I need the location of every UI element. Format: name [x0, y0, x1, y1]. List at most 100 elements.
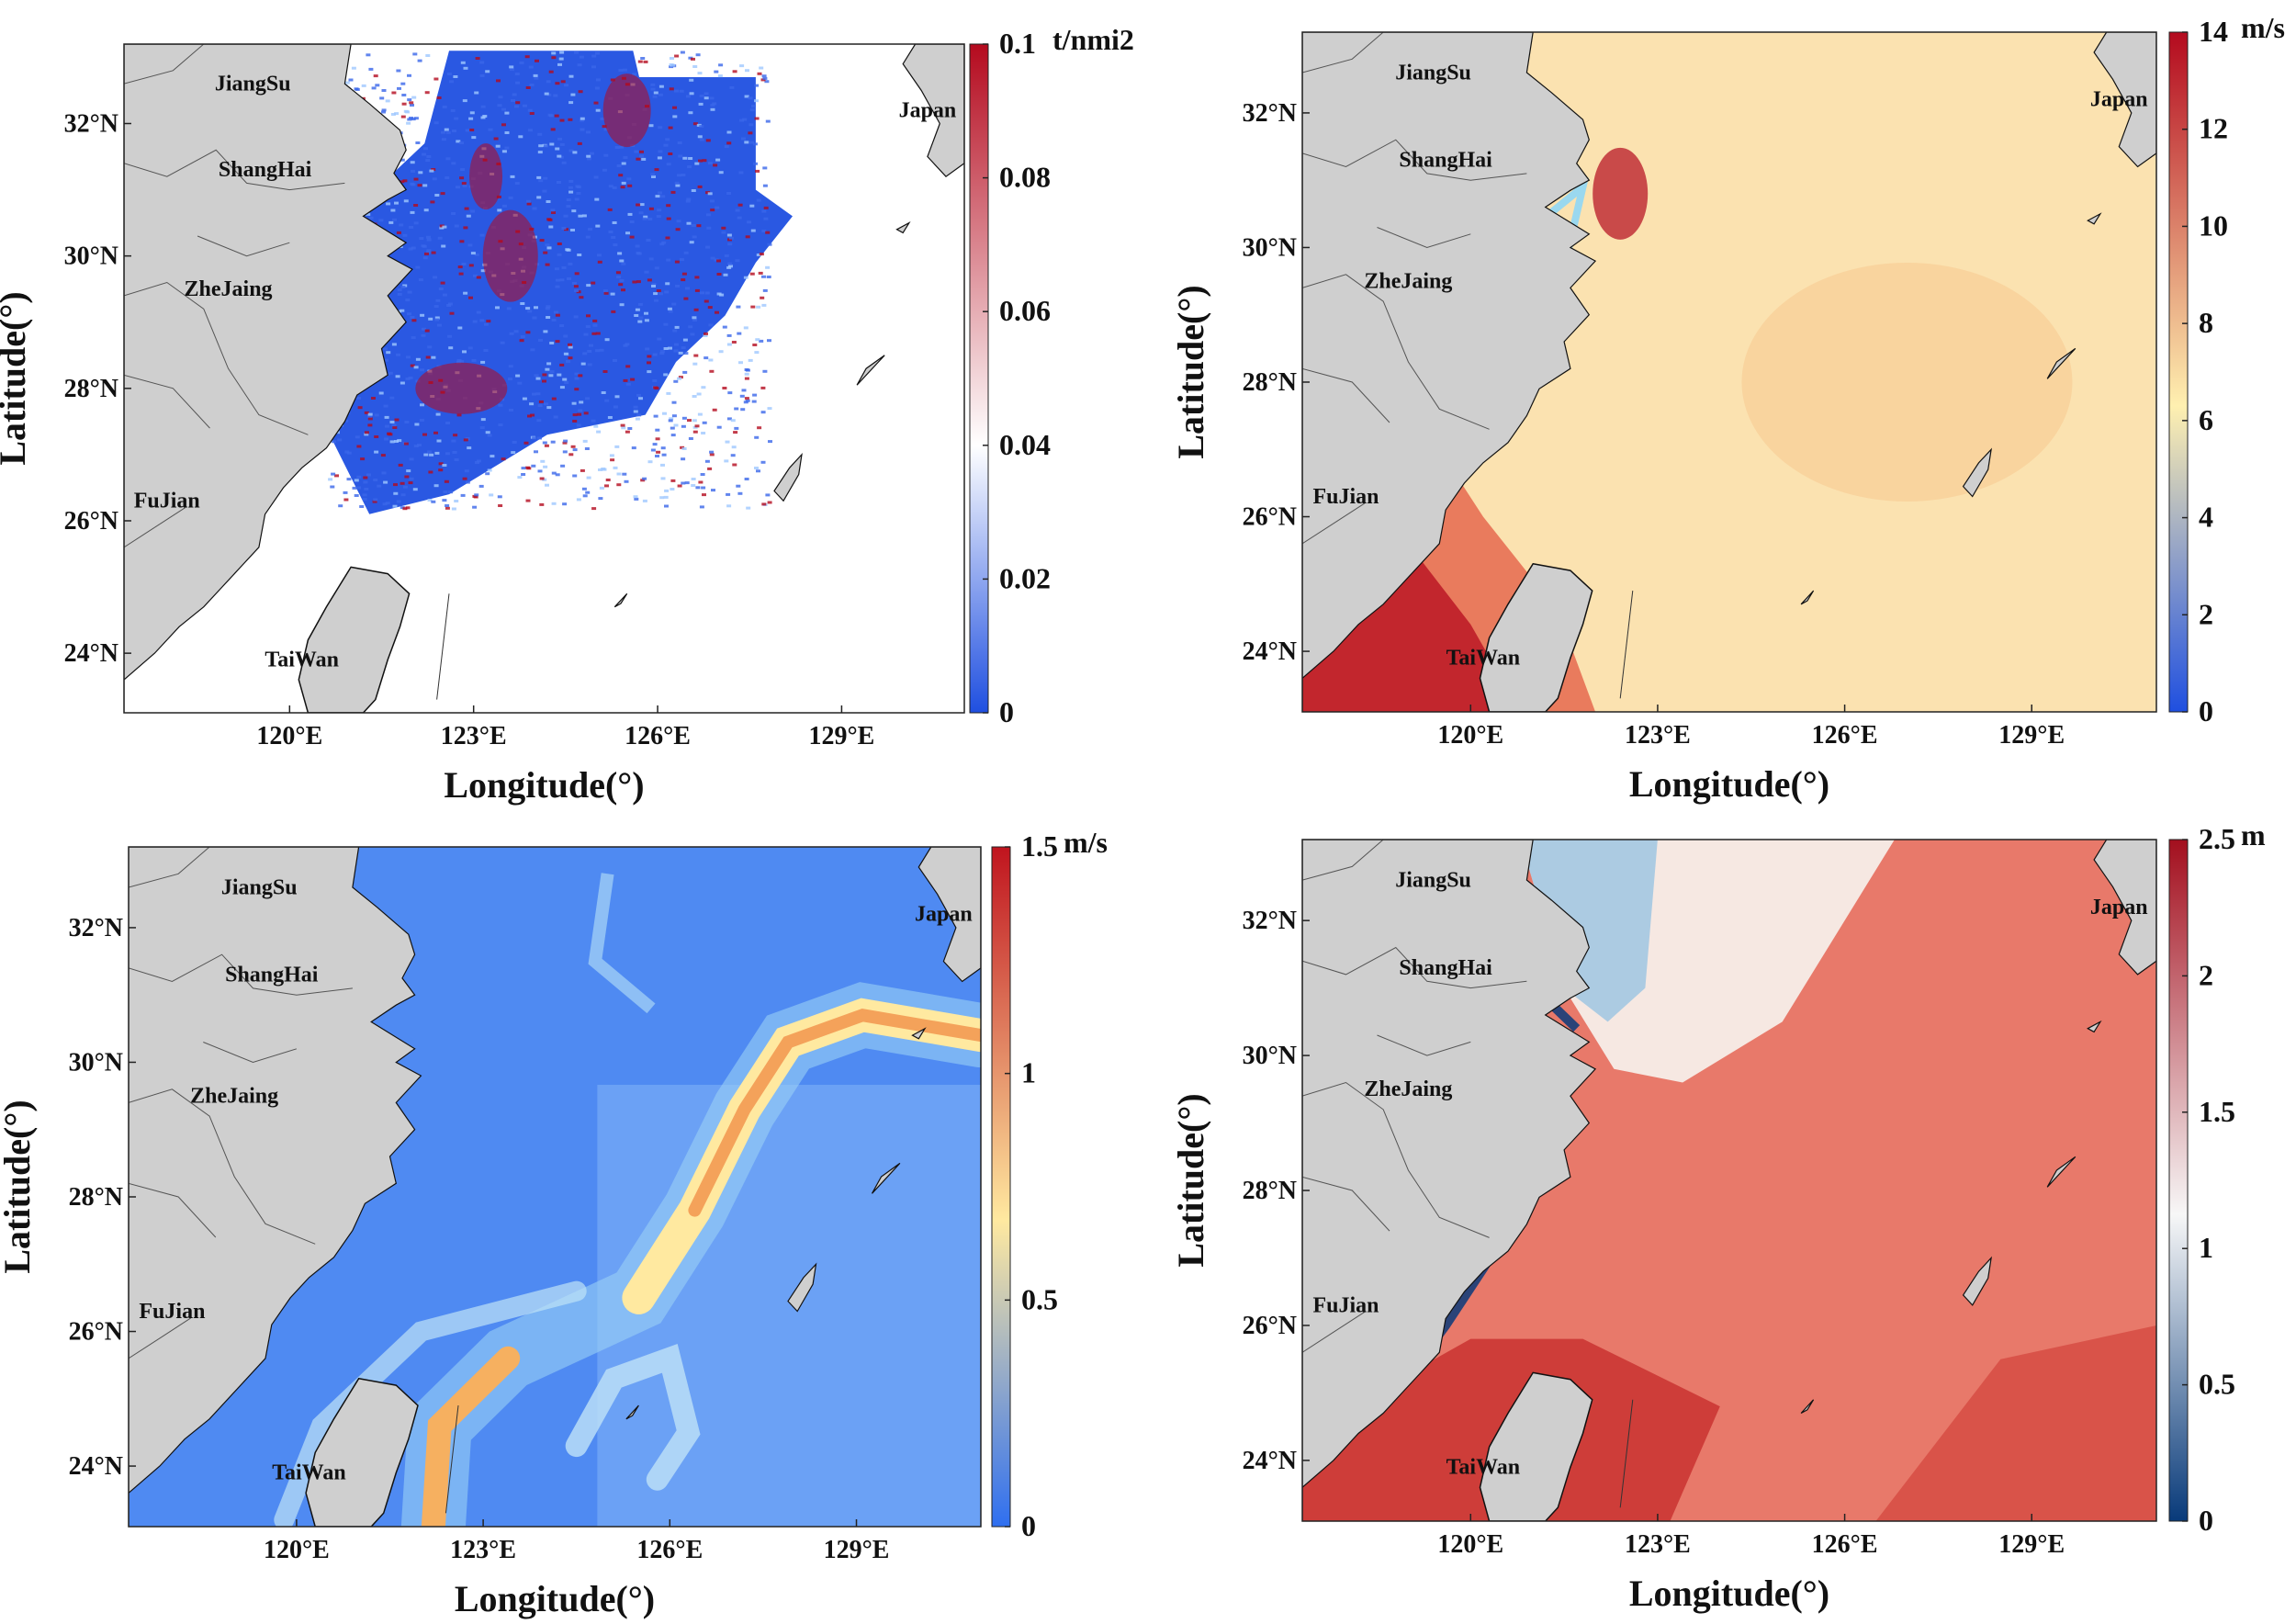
map-panel-wind: JiangSu ShangHai ZheJaing FuJian TaiWan Japan… — [1148, 0, 2296, 812]
province-border — [1302, 1081, 1490, 1238]
colorbar — [991, 846, 1011, 1528]
lat-tick-label: 30°N — [64, 242, 118, 271]
lon-tick-label: 129°E — [1998, 1530, 2065, 1559]
island — [773, 453, 803, 502]
island — [911, 1027, 927, 1040]
province-border — [129, 847, 210, 888]
colorbar-tick-label: 4 — [2199, 501, 2213, 534]
mainland-land — [124, 44, 413, 713]
map-svg: JiangSu ShangHai ZheJaing FuJian TaiWan Japan… — [1170, 818, 2266, 1614]
colorbar — [2168, 839, 2189, 1522]
map-panel-wave: JiangSu ShangHai ZheJaing FuJian TaiWan Japan… — [1148, 812, 2296, 1624]
plot-frame — [1301, 839, 2157, 1522]
region-label-shanghai: ShangHai — [225, 964, 319, 987]
field-layer — [1302, 32, 2156, 712]
lat-tick-label: 32°N — [69, 914, 123, 942]
map-svg: JiangSu ShangHai ZheJaing FuJian TaiWan Japan… — [1170, 11, 2285, 805]
colorbar-tick-label: 2.5 — [2199, 822, 2235, 855]
plot-frame — [128, 846, 982, 1528]
province-border — [129, 1317, 191, 1359]
lat-tick-label: 32°N — [1243, 907, 1297, 935]
province-border — [124, 507, 186, 548]
japan-land — [917, 847, 981, 983]
colorbar-tick-label: 0.08 — [999, 161, 1051, 194]
province-border — [129, 1182, 217, 1238]
region-label-fujian: FuJian — [1313, 1293, 1379, 1317]
lon-tick-label: 129°E — [824, 1536, 890, 1564]
region-label-jiangsu: JiangSu — [215, 72, 291, 96]
lon-tick-label: 120°E — [1437, 1530, 1503, 1559]
region-label-fujian: FuJian — [1313, 485, 1379, 509]
colorbar-tick-label: 0.1 — [999, 27, 1036, 60]
field-layer — [129, 847, 981, 1527]
province-border — [1377, 227, 1471, 249]
colorbar-tick-label: 10 — [2199, 209, 2228, 242]
japan-land — [902, 44, 964, 177]
province-border — [1377, 1034, 1471, 1056]
island — [856, 355, 885, 386]
lat-tick-label: 28°N — [69, 1183, 123, 1212]
province-border — [1302, 274, 1490, 430]
province-border — [1302, 367, 1390, 423]
colorbar-unit: m/s — [2241, 11, 2285, 44]
japan-land — [2093, 32, 2156, 168]
province-border — [124, 149, 345, 191]
lon-tick-label: 126°E — [636, 1536, 703, 1564]
lon-tick-label: 123°E — [441, 722, 507, 750]
colorbar-tick-label: 0.06 — [999, 294, 1051, 327]
colorbar-tick-label: 1.5 — [1021, 829, 1058, 863]
lat-tick-label: 28°N — [64, 375, 118, 403]
lat-tick-label: 26°N — [1243, 503, 1297, 532]
island — [2087, 1020, 2102, 1033]
lat-tick-label: 32°N — [1243, 99, 1297, 128]
region-label-japan: Japan — [2090, 896, 2148, 919]
province-border — [1302, 1176, 1390, 1232]
taiwan-land — [298, 566, 411, 713]
y-axis-label: Latitude(°) — [0, 1100, 38, 1273]
mainland-land — [1302, 840, 1597, 1521]
japan-land — [2093, 840, 2156, 976]
lat-tick-label: 30°N — [1243, 233, 1297, 262]
colorbar — [969, 43, 989, 714]
x-axis-label: Longitude(°) — [1629, 1573, 1829, 1614]
lat-tick-label: 28°N — [1243, 1177, 1297, 1205]
colorbar-tick-label: 1 — [2199, 1231, 2213, 1264]
lat-tick-label: 24°N — [64, 639, 118, 668]
field-layer — [124, 44, 964, 713]
island — [1962, 447, 1992, 498]
region-label-taiwan: TaiWan — [1446, 647, 1521, 671]
island — [2046, 347, 2077, 379]
region-label-zhejaing: ZheJaing — [185, 277, 273, 301]
lat-tick-label: 30°N — [69, 1048, 123, 1077]
province-border — [1302, 32, 1384, 73]
region-label-japan: Japan — [915, 903, 973, 927]
lon-tick-label: 120°E — [264, 1536, 330, 1564]
region-label-zhejaing: ZheJaing — [1364, 1077, 1452, 1101]
lon-tick-label: 126°E — [625, 722, 691, 750]
island — [625, 1404, 639, 1420]
lon-tick-label: 126°E — [1812, 1530, 1878, 1559]
island — [895, 221, 911, 234]
lat-tick-label: 26°N — [64, 507, 118, 536]
lon-tick-label: 123°E — [1625, 721, 1691, 750]
colorbar-tick-label: 0.02 — [999, 561, 1051, 594]
colorbar-tick-label: 2 — [2199, 597, 2213, 630]
colorbar-tick-label: 6 — [2199, 403, 2213, 436]
region-label-jiangsu: JiangSu — [1395, 61, 1471, 85]
region-label-shanghai: ShangHai — [219, 158, 312, 182]
map-svg: JiangSu ShangHai ZheJaing FuJian TaiWan Japan… — [0, 826, 1108, 1619]
map-panel-current: JiangSu ShangHai ZheJaing FuJian TaiWan Japan… — [0, 812, 1148, 1624]
island — [1800, 590, 1815, 605]
mainland-land — [1302, 32, 1597, 712]
lat-tick-label: 26°N — [69, 1318, 123, 1347]
lat-tick-label: 30°N — [1243, 1042, 1297, 1070]
island — [613, 592, 628, 608]
lon-tick-label: 129°E — [1998, 721, 2065, 750]
region-label-shanghai: ShangHai — [1399, 149, 1492, 173]
trench-line — [1619, 1399, 1634, 1508]
province-border — [124, 44, 205, 85]
province-border — [1302, 840, 1384, 881]
lat-tick-label: 24°N — [1243, 637, 1297, 666]
colorbar-tick-label: 0 — [2199, 1504, 2213, 1537]
colorbar-tick-label: 1.5 — [2199, 1095, 2235, 1128]
